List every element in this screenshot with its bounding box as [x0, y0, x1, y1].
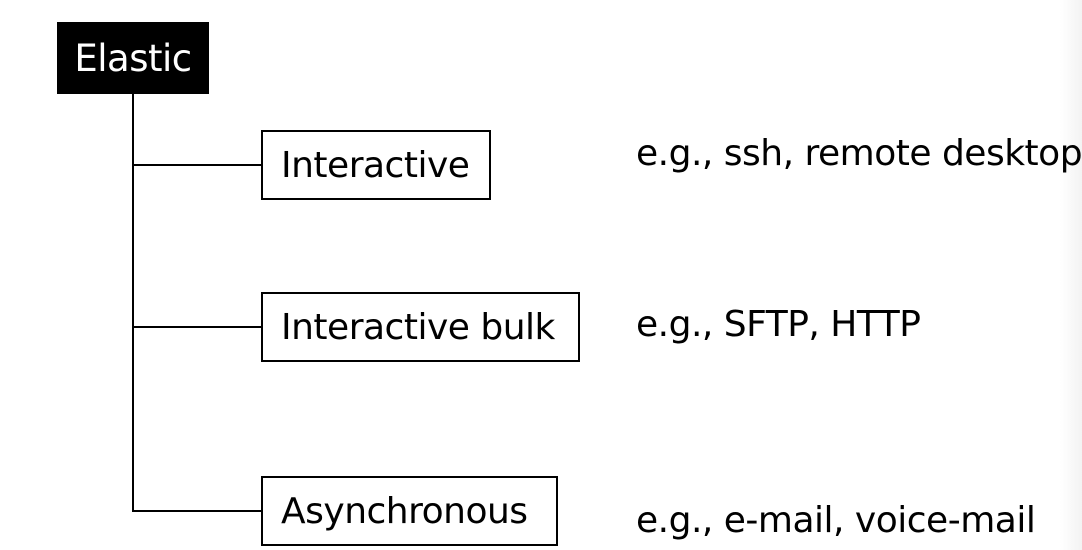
example-interactive-bulk: e.g., SFTP, HTTP — [636, 304, 921, 345]
node-interactive: Interactive — [261, 130, 491, 200]
node-interactive-label: Interactive — [281, 144, 470, 186]
example-interactive: e.g., ssh, remote desktop — [636, 133, 1082, 174]
page-edge-shadow — [1060, 0, 1082, 550]
node-asynchronous: Asynchronous — [261, 476, 558, 546]
node-interactive-bulk: Interactive bulk — [261, 292, 580, 362]
node-interactive-bulk-label: Interactive bulk — [281, 306, 555, 348]
root-node-elastic: Elastic — [57, 22, 209, 94]
node-asynchronous-label: Asynchronous — [281, 490, 528, 532]
example-asynchronous: e.g., e-mail, voice-mail — [636, 500, 1036, 541]
root-node-label: Elastic — [74, 36, 192, 80]
